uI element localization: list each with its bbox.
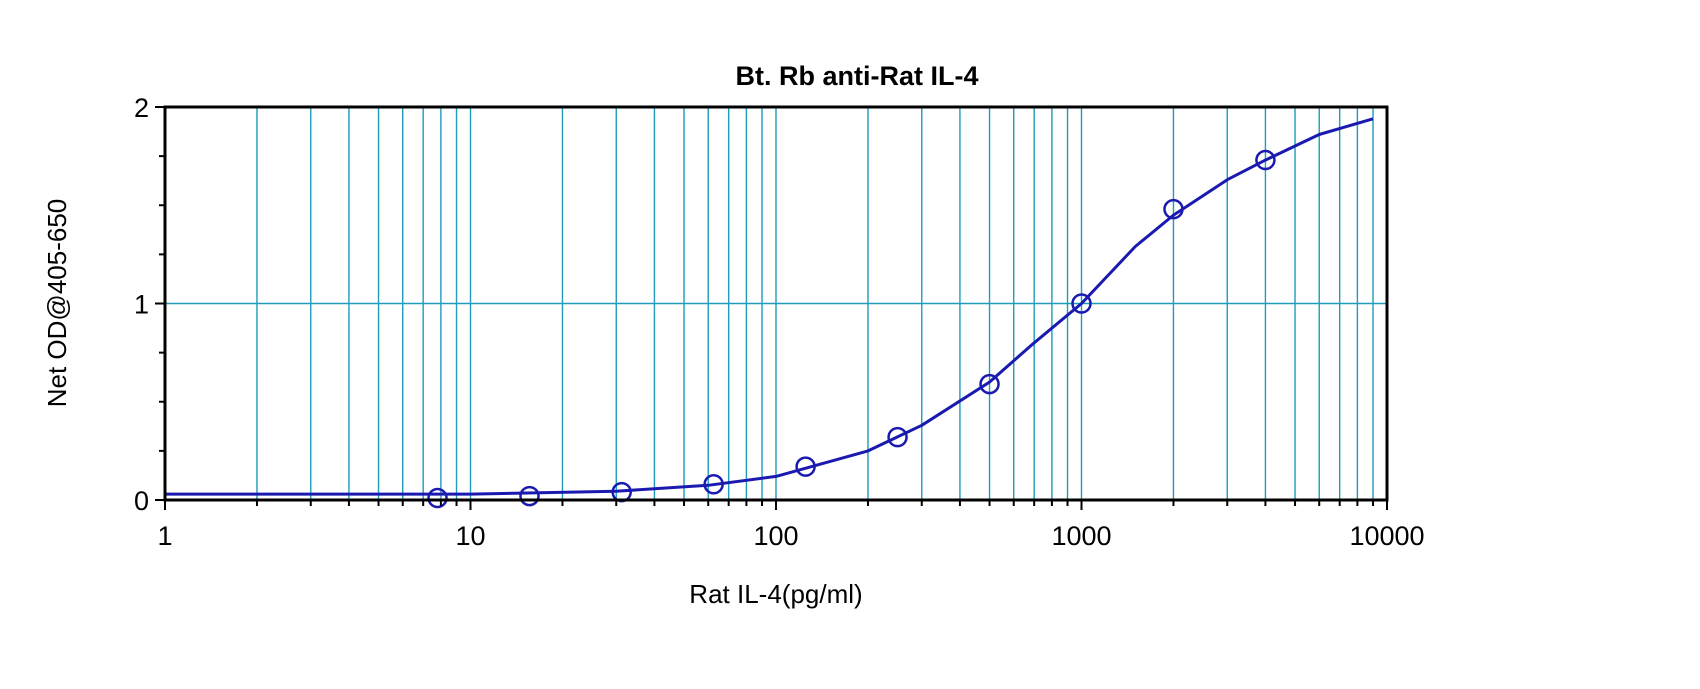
- data-point: [1255, 149, 1276, 171]
- x-tick-label: 100: [753, 521, 798, 551]
- y-tick-label: 2: [134, 93, 149, 123]
- data-point: [1071, 293, 1092, 314]
- data-point: [795, 456, 816, 477]
- fit-curve: [165, 117, 1374, 496]
- x-tick-label: 10: [455, 521, 485, 551]
- data-point: [427, 487, 448, 509]
- y-tick-label: 1: [134, 290, 149, 320]
- data-points-layer: [427, 149, 1276, 509]
- x-axis-label: Rat IL-4(pg/ml): [689, 579, 862, 609]
- data-point: [887, 426, 908, 448]
- x-tick-label: 10000: [1349, 521, 1424, 551]
- data-point: [979, 373, 1000, 395]
- x-tick-label: 1000: [1051, 521, 1111, 551]
- y-axis-label: Net OD@405-650: [42, 199, 72, 408]
- x-tick-label: 1: [157, 521, 172, 551]
- data-point: [519, 485, 540, 507]
- data-point: [1163, 198, 1184, 220]
- axis-ticks: [155, 106, 1388, 510]
- y-tick-label: 0: [134, 486, 149, 516]
- fit-curve-layer: [165, 117, 1374, 496]
- chart-title: Bt. Rb anti-Rat IL-4: [736, 61, 979, 91]
- grid: [165, 107, 1387, 500]
- data-point: [703, 474, 724, 495]
